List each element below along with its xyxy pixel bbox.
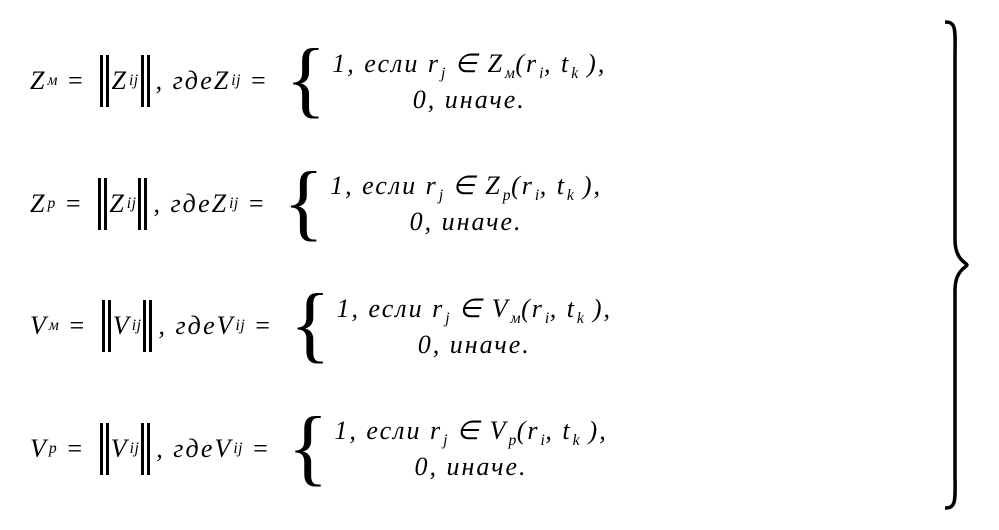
case-2: 0, иначе.: [337, 329, 612, 360]
case-text: , t: [545, 416, 571, 445]
equals: =: [241, 66, 278, 96]
case-text: (r: [511, 171, 534, 200]
norm-var: Z: [109, 189, 125, 219]
lhs-sub: м: [47, 72, 57, 90]
mid-var: Z: [212, 189, 228, 219]
case-text: 1, если r: [337, 294, 445, 323]
case-text: , t: [544, 49, 570, 78]
equation-block: Z м = Z ij , где Z ij = { 1, если rj ∈ Z…: [30, 20, 969, 510]
equals: =: [243, 434, 280, 464]
mid-sub: ij: [229, 195, 239, 213]
mid-sub: ij: [233, 440, 243, 458]
case-text: ∈ V: [448, 416, 508, 445]
case-text: 1, если r: [332, 49, 440, 78]
norm-bar-right: [141, 55, 150, 107]
lhs-var: V: [30, 311, 48, 341]
gde-text: , где: [156, 434, 214, 464]
norm-bar-right: [141, 423, 150, 475]
lhs-sub: м: [49, 317, 59, 335]
case-text: ),: [579, 49, 607, 78]
equation-row: V м = V ij , где V ij = { 1, если rj ∈ V…: [30, 265, 933, 388]
gde-text: , где: [153, 189, 211, 219]
equals: =: [59, 311, 96, 341]
case-1: 1, если rj ∈ Zp(ri, tk ),: [330, 170, 602, 206]
lhs-sub: p: [49, 440, 57, 458]
case-text: 1, если r: [334, 416, 442, 445]
norm-var: V: [113, 311, 131, 341]
norm-sub: ij: [130, 440, 140, 458]
lhs-var: Z: [30, 189, 46, 219]
norm-var: Z: [111, 66, 127, 96]
norm-bar-right: [138, 178, 147, 230]
mid-var: Z: [214, 66, 230, 96]
cases: 1, если rj ∈ Vp(ri, tk ), 0, иначе.: [334, 415, 607, 482]
equation-row: Z м = Z ij , где Z ij = { 1, если rj ∈ Z…: [30, 20, 933, 143]
norm-sub: ij: [127, 195, 137, 213]
gde-text: , где: [156, 66, 214, 96]
case-2: 0, иначе.: [330, 206, 602, 237]
case-1: 1, если rj ∈ Vp(ri, tk ),: [334, 415, 607, 451]
norm: V ij: [100, 300, 155, 352]
lhs-var: Z: [30, 66, 46, 96]
gde-text: , где: [158, 311, 216, 341]
case-text: ),: [574, 171, 602, 200]
norm: Z ij: [96, 178, 149, 230]
norm-bar-right: [143, 300, 152, 352]
equals: =: [239, 189, 276, 219]
case-sub: k: [571, 65, 578, 82]
equation-row: V p = V ij , где V ij = { 1, если rj ∈ V…: [30, 388, 933, 511]
norm-bar-left: [98, 178, 107, 230]
mid-sub: ij: [236, 317, 246, 335]
equals: =: [58, 66, 95, 96]
mid-var: V: [217, 311, 235, 341]
case-text: ∈ Z: [444, 171, 502, 200]
right-brace-icon: [941, 20, 969, 510]
case-2: 0, иначе.: [334, 451, 607, 482]
equations-list: Z м = Z ij , где Z ij = { 1, если rj ∈ Z…: [30, 20, 933, 510]
norm: Z ij: [98, 55, 151, 107]
equals: =: [245, 311, 282, 341]
case-text: ),: [584, 294, 612, 323]
equals: =: [56, 189, 93, 219]
case-text: , t: [540, 171, 566, 200]
case-1: 1, если rj ∈ Vм(ri, tk ),: [337, 293, 612, 329]
equals: =: [57, 434, 94, 464]
norm-sub: ij: [132, 317, 142, 335]
case-text: (r: [515, 49, 538, 78]
case-text: , t: [550, 294, 576, 323]
norm-bar-left: [100, 55, 109, 107]
case-text: ∈ V: [450, 294, 510, 323]
lhs-sub: p: [47, 195, 55, 213]
norm-var: V: [111, 434, 129, 464]
mid-sub: ij: [231, 72, 241, 90]
case-text: (r: [521, 294, 544, 323]
case-sub: p: [508, 432, 516, 449]
case-sub: k: [573, 432, 580, 449]
case-1: 1, если rj ∈ Zм(ri, tk ),: [332, 48, 606, 84]
equation-row: Z p = Z ij , где Z ij = { 1, если rj ∈ Z…: [30, 143, 933, 266]
norm-bar-left: [100, 423, 109, 475]
case-text: (r: [517, 416, 540, 445]
cases: 1, если rj ∈ Zp(ri, tk ), 0, иначе.: [330, 170, 602, 237]
norm-sub: ij: [129, 72, 139, 90]
cases: 1, если rj ∈ Vм(ri, tk ), 0, иначе.: [337, 293, 612, 360]
case-text: ),: [580, 416, 608, 445]
case-text: 1, если r: [330, 171, 438, 200]
case-sub: м: [511, 310, 521, 327]
case-sub: м: [505, 65, 515, 82]
mid-var: V: [214, 434, 232, 464]
case-sub: p: [503, 187, 511, 204]
case-text: ∈ Z: [446, 49, 504, 78]
case-2: 0, иначе.: [332, 84, 606, 115]
cases: 1, если rj ∈ Zм(ri, tk ), 0, иначе.: [332, 48, 606, 115]
norm-bar-left: [102, 300, 111, 352]
norm: V ij: [98, 423, 153, 475]
lhs-var: V: [30, 434, 48, 464]
